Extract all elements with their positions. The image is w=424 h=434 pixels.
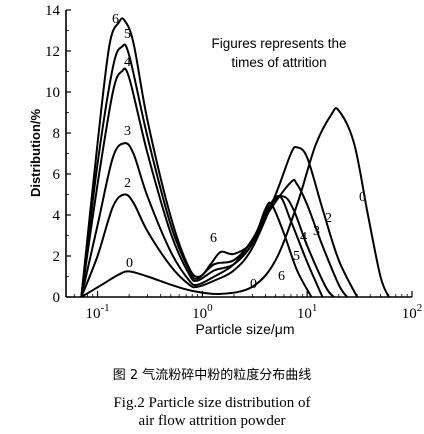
annotation: Figures represents the times of attritio…: [211, 36, 346, 70]
curve-attrition-3: [80, 142, 348, 298]
y-tick-label: 0: [53, 290, 61, 306]
curve-label-6-peak1: 6: [112, 12, 119, 27]
y-tick-label: 6: [53, 167, 61, 183]
figure-caption-chinese: 图 2 气流粉碎中粉的粒度分布曲线: [112, 368, 312, 383]
y-tick-label: 8: [53, 126, 61, 142]
y-tick-label: 12: [45, 44, 60, 60]
curve-label-0-mid: 0: [250, 277, 257, 292]
curve-label-3-peak2: 3: [313, 224, 320, 239]
curve-labels: 6 5 4 3 2 0 6 0 6 5 4 3 2 0: [112, 12, 366, 292]
y-axis-label: Distribution/%: [28, 109, 43, 198]
curve-attrition-4: [80, 67, 335, 298]
curve-label-4-peak2: 4: [300, 230, 307, 245]
x-tick-label: 10-1: [85, 302, 109, 322]
curve-attrition-5: [80, 43, 324, 298]
y-tick-label: 4: [53, 208, 61, 224]
curves: [80, 17, 390, 298]
curve-label-3-peak1: 3: [124, 124, 131, 139]
curve-attrition-6: [80, 17, 313, 298]
curve-label-0-peak2: 0: [359, 190, 366, 205]
y-tick-label: 2: [53, 249, 61, 265]
ticks: [65, 9, 413, 298]
curve-label-5-peak1: 5: [124, 27, 131, 42]
particle-size-distribution-chart: 0 2 4 6 8 10 12 14 10-1 100 101 102 6 5 4 3 2 0 6 0…: [28, 3, 422, 337]
annotation-line-1: Figures represents the: [211, 36, 346, 51]
x-axis-label: Particle size/μm: [195, 321, 294, 337]
annotation-line-2: times of attrition: [231, 55, 326, 70]
curve-attrition-2: [80, 145, 359, 298]
curve-attrition-0: [80, 107, 390, 298]
x-tick-label: 101: [297, 302, 318, 322]
curve-label-5-peak2: 5: [293, 249, 300, 264]
tick-labels: 0 2 4 6 8 10 12 14 10-1 100 101 102: [45, 3, 422, 322]
axes: [65, 10, 412, 298]
x-tick-label: 102: [402, 302, 423, 322]
curve-label-2-peak2: 2: [325, 211, 332, 226]
y-tick-label: 14: [45, 3, 61, 19]
curve-label-6-mid: 6: [210, 231, 217, 246]
figure-caption-english-line1: Fig.2 Particle size distribution of: [113, 395, 311, 411]
curve-label-2-peak1: 2: [124, 176, 131, 191]
x-tick-label: 100: [192, 302, 213, 322]
curve-label-6-peak2: 6: [278, 269, 285, 284]
y-tick-label: 10: [45, 85, 60, 101]
curve-label-4-peak1: 4: [124, 55, 131, 70]
curve-label-0-peak1: 0: [126, 256, 133, 271]
figure-caption-english-line2: air flow attrition powder: [138, 413, 286, 429]
